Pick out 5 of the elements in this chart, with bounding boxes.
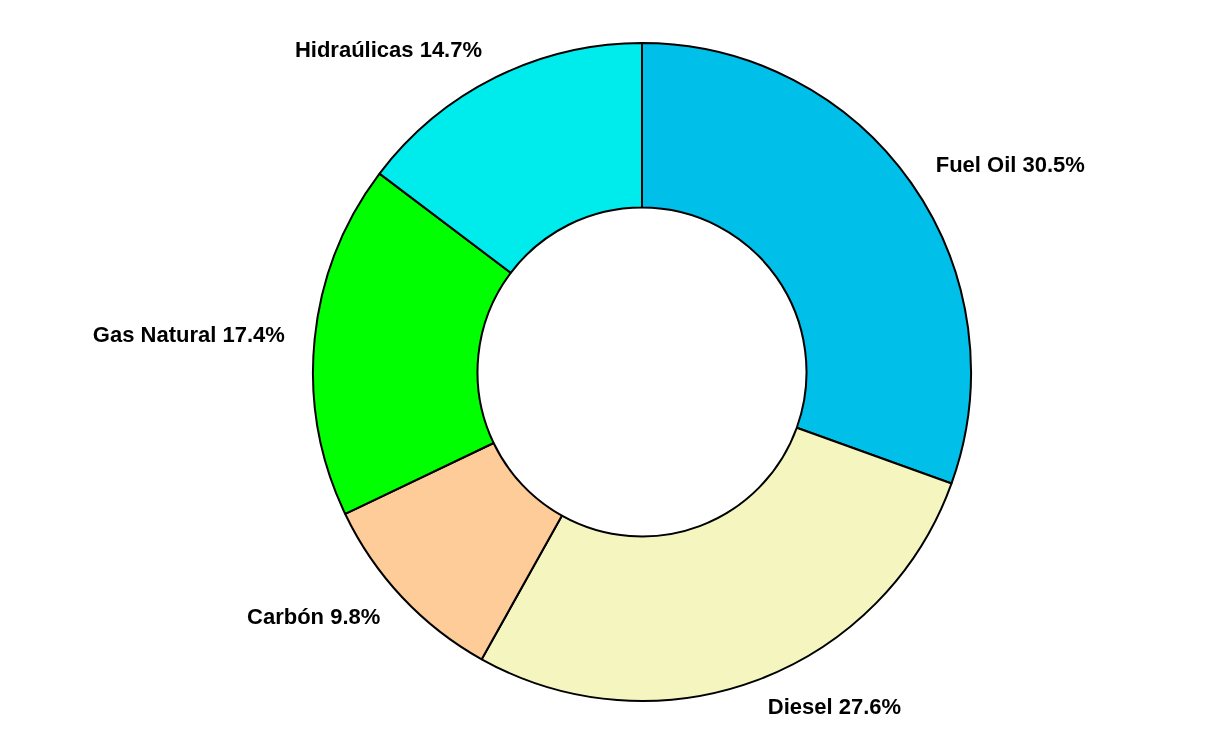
slice-label: Gas Natural 17.4% xyxy=(92,322,285,348)
slice-label: Diesel 27.6% xyxy=(767,694,902,720)
slice-label: Fuel Oil 30.5% xyxy=(935,151,1085,177)
slice-label: Hidraúlicas 14.7% xyxy=(294,36,483,62)
slice-label: Carbón 9.8% xyxy=(247,603,381,629)
